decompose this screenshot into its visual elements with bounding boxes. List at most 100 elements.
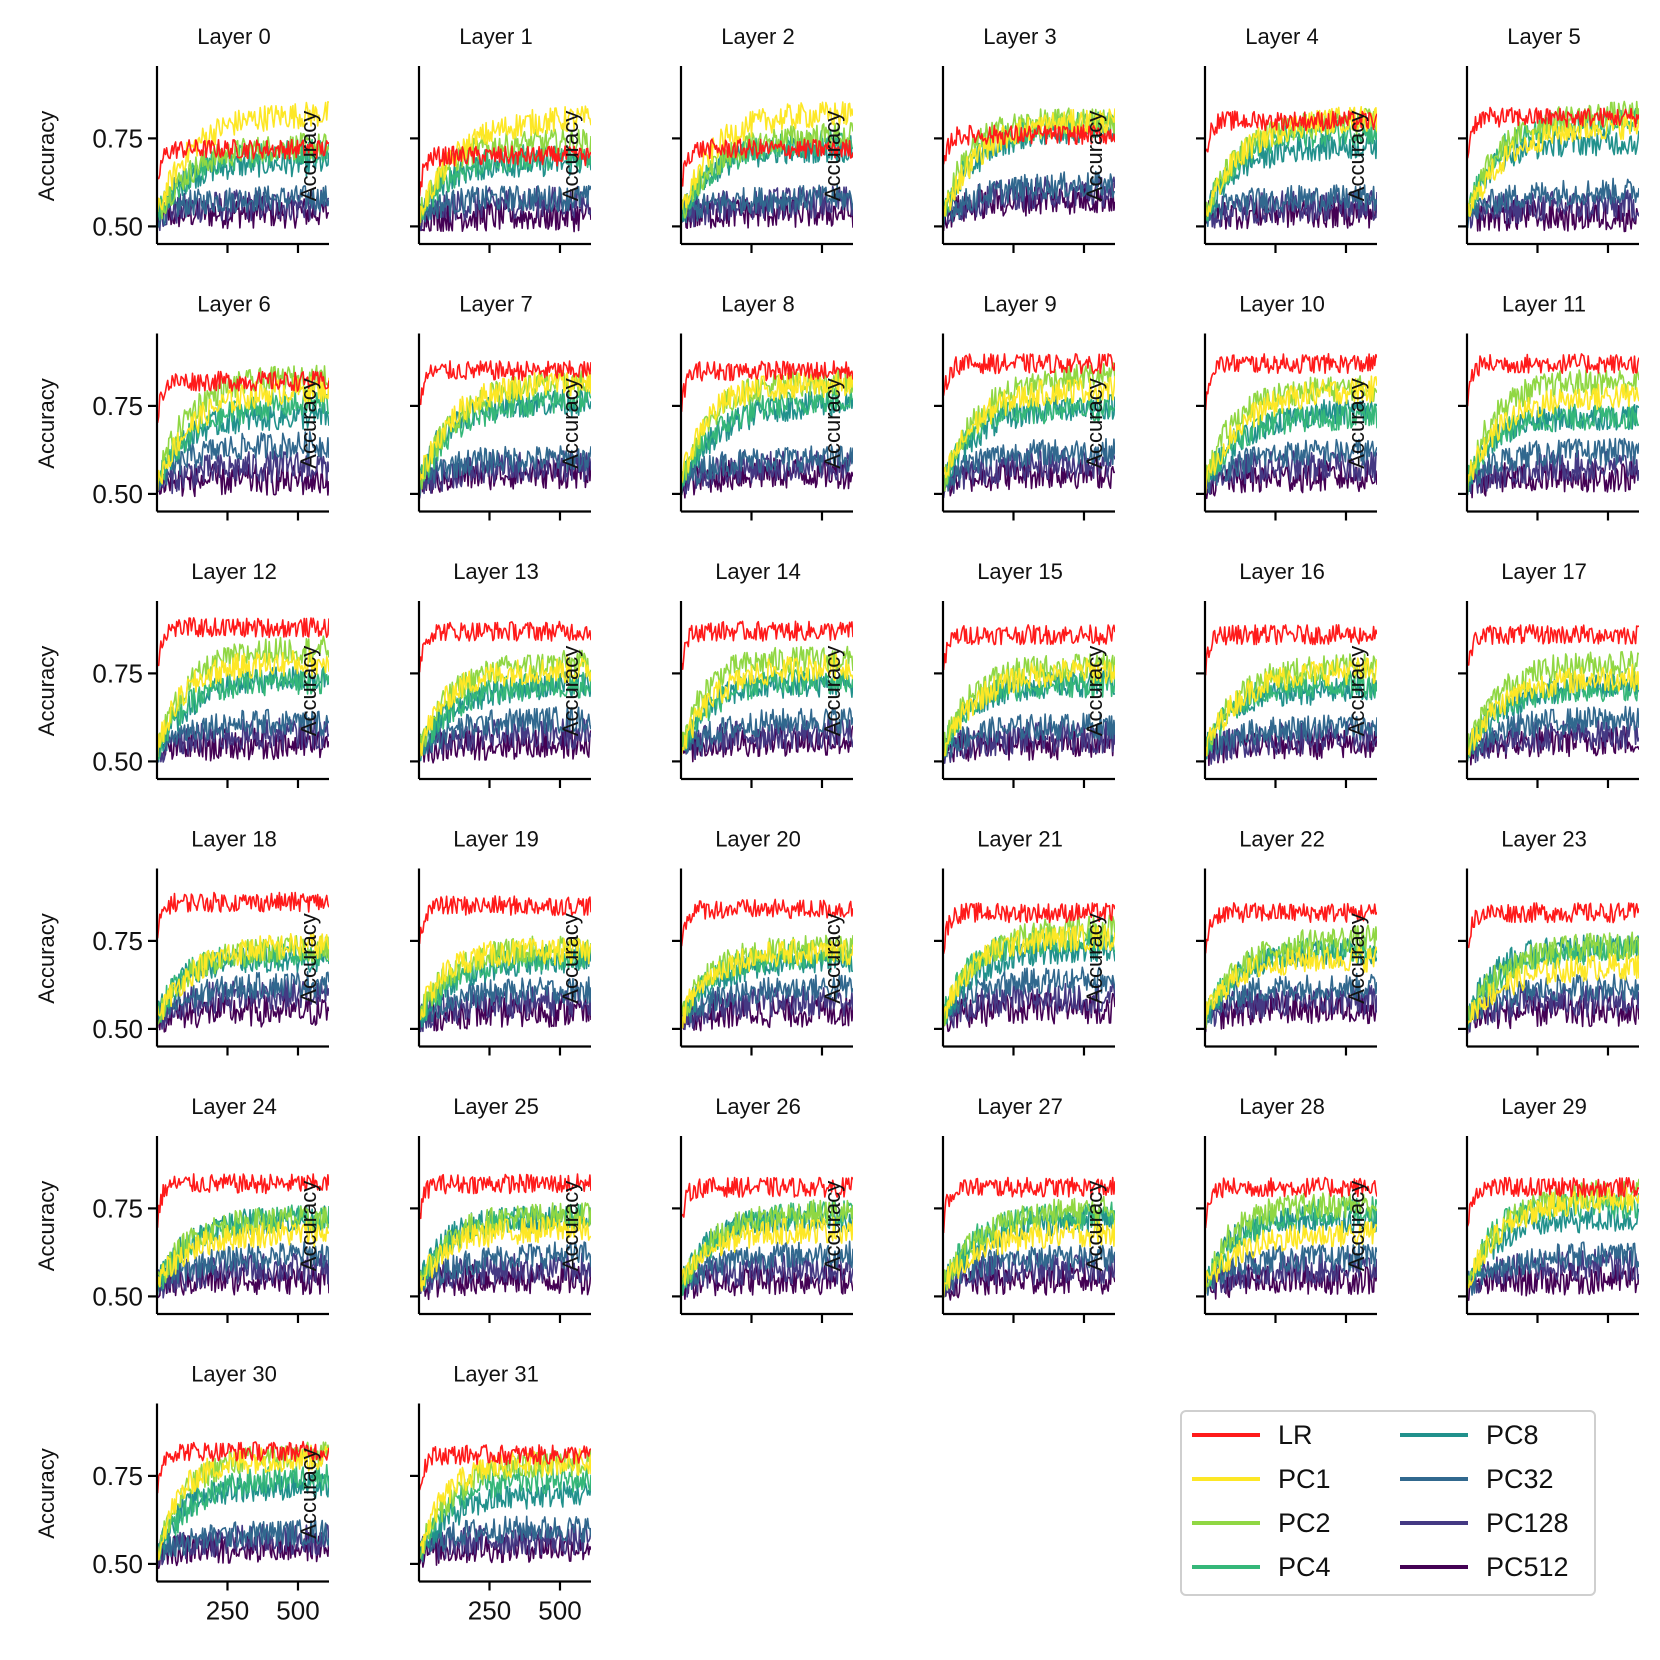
series-line-lr [681,898,853,947]
series-line-pc32 [419,445,591,486]
y-axis-label: Accuracy [296,1181,321,1271]
y-tick-label: 0.75 [92,1193,143,1223]
panel-title: Layer 21 [977,827,1063,852]
series-line-pc32 [419,1515,591,1563]
panel-title: Layer 18 [191,827,277,852]
series-line-pc8 [157,1472,329,1555]
series-line-pc128 [681,185,853,228]
series-lines [1467,1176,1639,1301]
series-line-pc4 [1205,1196,1377,1294]
y-axis-label: Accuracy [1082,646,1107,736]
series-line-pc4 [681,387,853,495]
series-lines [943,902,1115,1033]
panel-title: Layer 0 [197,24,270,49]
series-line-lr [157,1440,329,1494]
legend-item-pc8: PC8 [1400,1415,1539,1455]
series-line-pc32 [943,437,1115,492]
series-lines [157,1440,329,1570]
series-line-pc4 [681,667,853,750]
legend-label: PC4 [1278,1551,1331,1582]
series-line-pc512 [681,995,853,1032]
series-line-pc128 [1467,449,1639,495]
series-lines [419,895,591,1033]
series-line-lr [1205,1176,1377,1229]
series-line-pc1 [157,1221,329,1288]
series-line-lr [1467,1176,1639,1227]
panel-title: Layer 6 [197,292,270,317]
series-line-pc32 [681,706,853,754]
series-line-pc4 [1205,670,1377,756]
panel-layer-7: Layer 7 Accuracy [296,292,591,521]
series-lines [419,1444,591,1568]
series-line-lr [419,1444,591,1491]
series-line-pc32 [1205,714,1377,757]
series-line-pc32 [157,1241,329,1297]
series-line-pc1 [681,938,853,1029]
y-tick-label: 0.75 [92,391,143,421]
series-line-pc1 [681,653,853,755]
series-line-pc32 [943,966,1115,1026]
series-line-pc1 [943,108,1115,217]
series-lines [681,898,853,1032]
panel-title: Layer 30 [191,1362,277,1387]
series-lines [1205,106,1377,230]
panel-title: Layer 23 [1501,827,1587,852]
y-tick-label: 0.50 [92,211,143,241]
y-axis-label: Accuracy [558,378,583,468]
y-axis-label: Accuracy [34,378,59,468]
series-lines [681,360,853,499]
series-lines [1467,624,1639,766]
series-line-lr [681,620,853,671]
series-line-pc1 [1205,657,1377,757]
y-axis-label: Accuracy [34,1181,59,1271]
panel-title: Layer 25 [453,1094,539,1119]
series-line-pc2 [681,1199,853,1285]
y-axis-label: Accuracy [558,646,583,736]
y-tick-label: 0.75 [92,1461,143,1491]
series-line-pc32 [1205,438,1377,494]
y-axis-label: Accuracy [1082,111,1107,201]
legend-swatch [1192,1433,1260,1437]
y-axis-label: Accuracy [1344,111,1369,201]
series-line-pc32 [681,1240,853,1290]
legend-label: PC128 [1486,1507,1569,1538]
panel-layer-16: Layer 16 Accuracy [1082,559,1377,788]
series-line-pc128 [419,449,591,499]
y-tick-label: 0.75 [92,123,143,153]
series-line-pc512 [157,727,329,762]
panel-title: Layer 15 [977,559,1063,584]
legend-label: PC2 [1278,1507,1331,1538]
series-line-pc32 [1467,177,1639,229]
y-axis-label: Accuracy [820,913,845,1003]
panel-title: Layer 10 [1239,292,1325,317]
y-axis-label: Accuracy [1082,1181,1107,1271]
series-line-pc32 [1467,972,1639,1030]
panel-layer-27: Layer 27 Accuracy [820,1094,1115,1323]
panel-layer-18: Layer 18 Accuracy 0.50 0.75 [34,827,329,1056]
series-lines [1205,352,1377,500]
legend-swatch [1192,1521,1260,1525]
y-axis-label: Accuracy [1344,646,1369,736]
series-line-lr [943,1176,1115,1234]
series-line-pc1 [157,101,329,212]
series-line-pc4 [419,671,591,750]
legend-label: LR [1278,1419,1313,1450]
panel-title: Layer 12 [191,559,277,584]
series-line-pc32 [1467,1241,1639,1296]
series-line-pc32 [157,708,329,763]
series-lines [157,891,329,1033]
series-line-pc8 [1205,132,1377,217]
series-line-pc4 [157,667,329,761]
series-line-pc4 [419,388,591,496]
legend-item-pc32: PC32 [1400,1459,1554,1499]
series-line-pc1 [1205,375,1377,494]
panel-layer-12: Layer 12 Accuracy 0.50 0.75 [34,559,329,788]
y-tick-label: 0.50 [92,1014,143,1044]
legend-item-pc1: PC1 [1192,1459,1331,1499]
x-tick-label: 250 [468,1596,511,1626]
series-line-pc2 [419,935,591,1019]
series-line-lr [157,891,329,939]
series-line-pc512 [419,727,591,764]
series-line-lr [1467,353,1639,407]
